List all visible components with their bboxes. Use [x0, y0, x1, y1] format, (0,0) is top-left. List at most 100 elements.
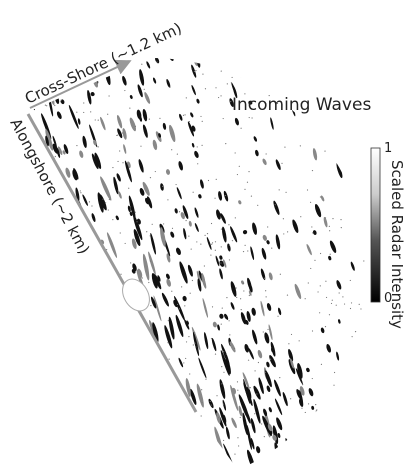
radar-speckle — [103, 434, 104, 435]
radar-streak — [254, 149, 259, 156]
radar-speckle — [192, 280, 193, 281]
radar-speckle — [249, 295, 250, 296]
radar-speckle — [65, 327, 66, 328]
radar-speckle — [334, 445, 335, 446]
radar-speckle — [159, 118, 160, 119]
radar-speckle — [222, 307, 223, 308]
radar-speckle — [156, 61, 157, 62]
radar-streak — [306, 451, 316, 468]
radar-speckle — [339, 292, 340, 293]
radar-speckle — [77, 432, 78, 433]
radar-speckle — [250, 387, 251, 388]
radar-speckle — [140, 146, 141, 147]
radar-speckle — [48, 422, 49, 423]
radar-streak — [137, 84, 144, 98]
radar-speckle — [308, 282, 309, 283]
radar-speckle — [197, 163, 198, 164]
radar-speckle — [116, 135, 117, 136]
radar-speckle — [89, 201, 90, 202]
radar-speckle — [169, 359, 170, 360]
radar-speckle — [375, 113, 376, 114]
radar-speckle — [284, 147, 285, 148]
radar-speckle — [226, 297, 227, 298]
radar-streak — [142, 109, 148, 122]
radar-speckle — [357, 417, 358, 418]
radar-speckle — [137, 333, 138, 334]
radar-speckle — [301, 408, 302, 409]
radar-speckle — [183, 115, 184, 116]
radar-speckle — [108, 209, 109, 210]
radar-speckle — [243, 251, 244, 252]
radar-speckle — [342, 296, 343, 297]
radar-streak — [338, 419, 343, 429]
radar-speckle — [211, 338, 212, 339]
radar-speckle — [317, 291, 318, 292]
radar-speckle — [112, 219, 113, 220]
radar-speckle — [184, 114, 185, 115]
radar-streak — [270, 117, 275, 130]
radar-streak — [161, 292, 170, 307]
radar-speckle — [156, 353, 157, 354]
radar-speckle — [46, 54, 47, 55]
radar-speckle — [196, 241, 197, 242]
radar-streak — [352, 45, 359, 57]
radar-streak — [262, 158, 268, 166]
radar-streak — [308, 387, 315, 396]
radar-speckle — [61, 100, 62, 101]
radar-speckle — [35, 295, 36, 296]
radar-speckle — [216, 395, 217, 396]
radar-speckle — [194, 343, 195, 344]
radar-speckle — [277, 316, 278, 317]
radar-streak — [175, 247, 182, 256]
radar-streak — [354, 448, 359, 453]
radar-streak — [257, 349, 263, 359]
radar-speckle — [38, 69, 39, 70]
radar-speckle — [71, 270, 72, 271]
radar-speckle — [232, 77, 233, 78]
radar-streak — [128, 117, 137, 132]
radar-speckle — [107, 114, 108, 115]
radar-speckle — [103, 273, 104, 274]
radar-speckle — [125, 243, 126, 244]
radar-speckle — [350, 139, 351, 140]
radar-speckle — [20, 406, 21, 407]
radar-streak — [87, 50, 93, 56]
radar-speckle — [201, 145, 202, 146]
radar-speckle — [375, 414, 376, 415]
radar-streak — [187, 264, 194, 277]
radar-speckle — [231, 82, 232, 83]
radar-speckle — [247, 182, 248, 183]
radar-speckle — [177, 304, 178, 305]
radar-streak — [122, 128, 128, 140]
radar-streak — [221, 226, 227, 242]
radar-streak — [293, 283, 302, 299]
radar-speckle — [65, 328, 66, 329]
radar-speckle — [379, 337, 380, 338]
radar-streak — [217, 191, 222, 201]
radar-speckle — [241, 309, 242, 310]
radar-speckle — [201, 280, 202, 281]
radar-speckle — [254, 413, 255, 414]
radar-streak — [240, 280, 244, 285]
radar-speckle — [251, 117, 252, 118]
radar-streak — [306, 367, 311, 372]
radar-speckle — [286, 87, 287, 88]
radar-speckle — [267, 226, 268, 227]
radar-speckle — [207, 233, 208, 234]
radar-speckle — [305, 412, 306, 413]
radar-speckle — [212, 242, 213, 243]
radar-speckle — [31, 437, 32, 438]
radar-streak — [274, 398, 283, 415]
radar-speckle — [128, 349, 129, 350]
radar-speckle — [76, 112, 77, 113]
radar-speckle — [225, 454, 226, 455]
radar-speckle — [301, 67, 302, 68]
radar-speckle — [375, 143, 376, 144]
radar-streak — [121, 75, 127, 86]
radar-streak — [273, 379, 282, 397]
radar-streak — [238, 200, 242, 205]
radar-streak — [338, 319, 341, 324]
radar-streak — [358, 127, 364, 135]
radar-streak — [273, 442, 281, 461]
radar-speckle — [237, 174, 238, 175]
